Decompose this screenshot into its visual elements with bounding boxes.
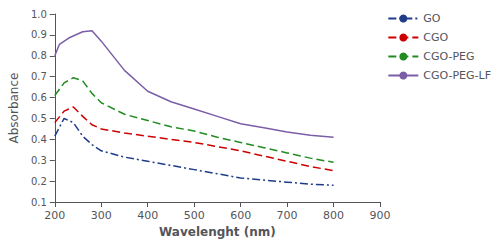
svg-text:900: 900 xyxy=(370,209,391,222)
svg-text:0.9: 0.9 xyxy=(31,29,47,40)
svg-text:0.7: 0.7 xyxy=(31,71,47,82)
svg-text:CGO: CGO xyxy=(423,31,448,44)
svg-text:400: 400 xyxy=(137,209,158,222)
svg-text:CGO-PEG: CGO-PEG xyxy=(423,50,474,63)
svg-text:0.5: 0.5 xyxy=(31,113,47,124)
svg-text:Wavelenght (nm): Wavelenght (nm) xyxy=(159,225,276,239)
svg-text:0.8: 0.8 xyxy=(31,50,47,61)
svg-text:200: 200 xyxy=(44,209,65,222)
svg-text:0.4: 0.4 xyxy=(31,134,47,145)
svg-text:500: 500 xyxy=(184,209,205,222)
svg-text:CGO-PEG-LF: CGO-PEG-LF xyxy=(423,69,491,82)
svg-text:1.0: 1.0 xyxy=(31,9,47,20)
svg-text:0.3: 0.3 xyxy=(31,155,47,166)
svg-text:0.6: 0.6 xyxy=(31,92,47,103)
svg-text:0.2: 0.2 xyxy=(31,176,47,187)
svg-text:300: 300 xyxy=(91,209,112,222)
svg-text:600: 600 xyxy=(230,209,251,222)
svg-text:700: 700 xyxy=(277,209,298,222)
svg-text:Absorbance: Absorbance xyxy=(7,73,21,144)
svg-text:800: 800 xyxy=(323,209,344,222)
svg-text:0.1: 0.1 xyxy=(31,197,47,208)
svg-text:GO: GO xyxy=(423,12,441,25)
